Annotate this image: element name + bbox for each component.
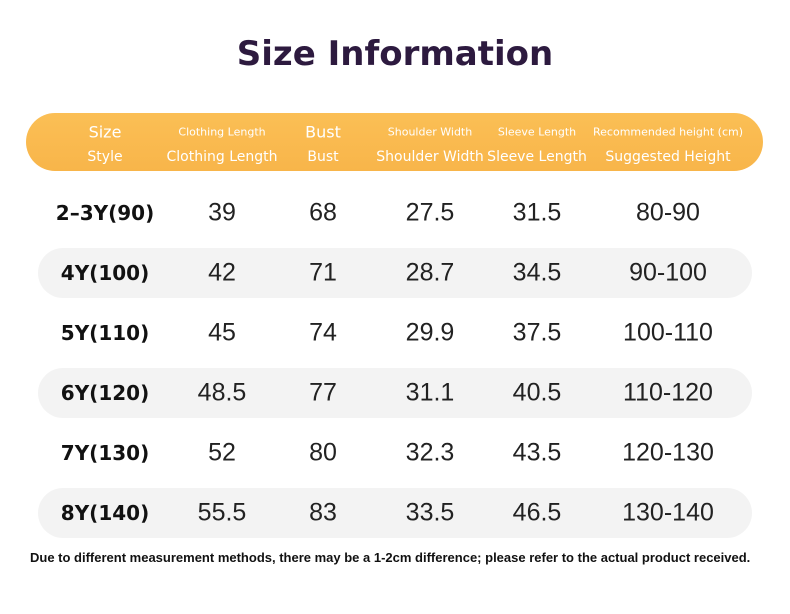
header-label: Shoulder Width [387,125,473,139]
size-label: 7Y(130) [60,441,150,465]
title: Size Information [236,34,554,74]
header-label: Clothing Length [166,149,278,165]
cell-value: 43.5 [512,438,562,467]
cell-value: 34.5 [512,258,562,287]
header-label: Sleeve Length [487,149,587,165]
header-label: Bust [305,122,341,142]
row-stripe [38,248,752,298]
cell-value: 71 [309,258,337,287]
cell-value: 80 [309,438,337,467]
cell-value: 100-110 [623,318,713,347]
header-label: Size [88,122,122,142]
cell-value: 39 [208,198,236,227]
cell-value: 83 [309,498,337,527]
cell-value: 120-130 [622,438,714,467]
cell-value: 52 [208,438,236,467]
cell-value: 130-140 [622,498,714,527]
cell-value: 68 [309,198,337,227]
header-label: Suggested Height [605,149,731,165]
header-label: Clothing Length [178,125,266,139]
header-label: Shoulder Width [376,149,484,165]
cell-value: 37.5 [512,318,562,347]
cell-value: 80-90 [636,198,700,227]
header-band [26,113,763,171]
cell-value: 33.5 [405,498,455,527]
row-stripe [38,488,752,538]
size-label: 6Y(120) [60,381,150,405]
header-label: Recommended height (cm) [593,125,743,139]
header-label: Sleeve Length [497,125,577,139]
cell-value: 46.5 [512,498,562,527]
cell-value: 31.5 [512,198,562,227]
note: Due to different measurement methods, th… [30,550,751,565]
cell-value: 55.5 [197,498,247,527]
cell-value: 40.5 [512,378,562,407]
cell-value: 48.5 [197,378,247,407]
cell-value: 90-100 [629,258,707,287]
cell-value: 74 [309,318,337,347]
row-stripe [38,368,752,418]
size-label: 4Y(100) [60,261,150,285]
header-label: Style [87,149,123,165]
header-label: Bust [307,149,339,165]
size-label: 8Y(140) [60,501,150,525]
cell-value: 110-120 [623,378,713,407]
cell-value: 29.9 [405,318,455,347]
cell-value: 31.1 [405,378,455,407]
cell-value: 45 [208,318,236,347]
cell-value: 77 [309,378,337,407]
cell-value: 28.7 [405,258,455,287]
size-label: 2–3Y(90) [55,201,155,225]
cell-value: 27.5 [405,198,455,227]
cell-value: 42 [208,258,236,287]
size-label: 5Y(110) [60,321,150,345]
cell-value: 32.3 [405,438,455,467]
